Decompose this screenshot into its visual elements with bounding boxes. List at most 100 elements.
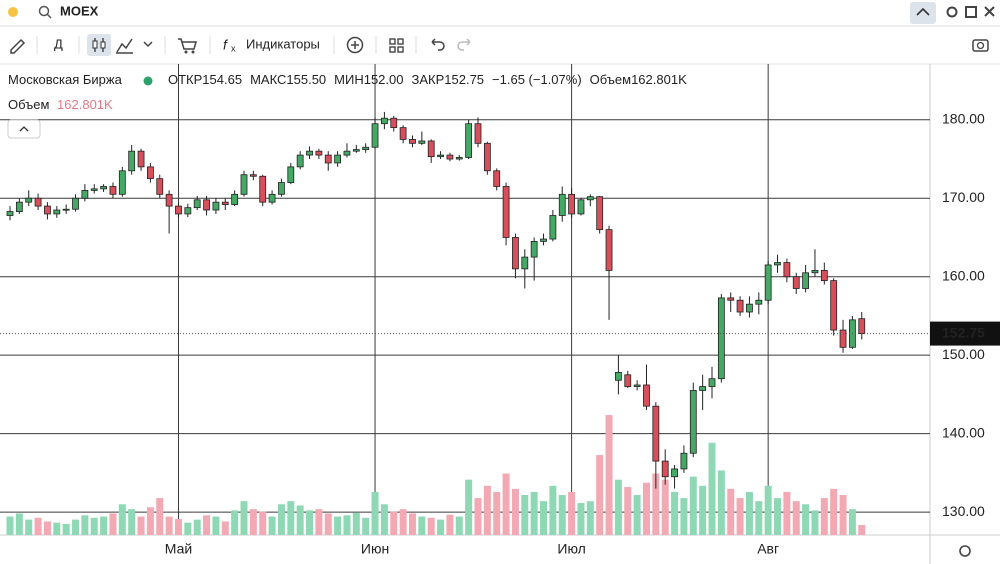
candle-body: [268, 193, 276, 203]
candle-body: [708, 378, 716, 387]
candle-body: [717, 297, 725, 380]
volume-bar: [156, 498, 164, 535]
candle-body: [652, 405, 660, 462]
volume-bar: [699, 485, 707, 535]
volume-bar: [43, 521, 51, 535]
candle-body: [109, 186, 117, 195]
volume-bar: [661, 479, 669, 535]
volume-bar: [540, 501, 548, 535]
volume-bar: [109, 513, 117, 535]
volume-bar: [371, 491, 379, 535]
candle-body: [380, 117, 388, 125]
layout-button[interactable]: [389, 38, 404, 53]
volume-bar: [118, 504, 126, 535]
candle-type-button[interactable]: [87, 34, 111, 56]
volume-bar: [764, 485, 772, 535]
candle-body: [465, 123, 473, 158]
fx-icon: f: [223, 37, 229, 53]
volume-bar: [577, 503, 585, 535]
candle-body: [474, 123, 482, 144]
volume-bar: [100, 516, 108, 535]
draw-tool[interactable]: [10, 38, 26, 54]
maximize-button[interactable]: [965, 6, 977, 18]
interval-button[interactable]: Д: [54, 36, 63, 51]
candle-body: [72, 197, 79, 210]
volume-bar: [306, 510, 314, 535]
collapse-icon: [916, 7, 930, 16]
legend-value: 155.50: [286, 72, 326, 87]
volume-bar: [671, 491, 679, 535]
volume-bar: [34, 517, 42, 535]
undo-button[interactable]: [431, 38, 445, 51]
last-price-label: 152.75: [942, 324, 985, 340]
candle-body: [755, 299, 763, 305]
candle-body: [521, 256, 529, 270]
volume-bar: [437, 519, 445, 535]
candle-body: [352, 149, 360, 152]
candle-body: [62, 208, 70, 211]
volume-bar: [137, 516, 145, 535]
status-dot: [8, 7, 18, 17]
screenshot-button[interactable]: [972, 39, 989, 52]
volume-bar: [15, 513, 23, 535]
search-icon: [46, 13, 52, 19]
volume-bar: [558, 495, 566, 535]
volume-bar: [689, 476, 697, 535]
search-icon[interactable]: [38, 5, 50, 17]
search-text[interactable]: MOEX: [60, 3, 99, 18]
indicators-button[interactable]: Индикаторы: [246, 36, 320, 51]
x-tick-label: Июл: [557, 541, 585, 557]
area-type-button[interactable]: [116, 38, 133, 54]
fx-icon: x: [231, 43, 236, 53]
candle-body: [203, 199, 210, 211]
volume-bar: [530, 491, 538, 535]
candle-body: [802, 272, 809, 289]
volume-bar: [287, 501, 295, 535]
candle-body: [455, 157, 463, 160]
volume-bar: [493, 491, 501, 535]
close-button[interactable]: [984, 6, 995, 17]
candle-icon: [92, 40, 98, 49]
legend-value: 152.75: [444, 72, 484, 87]
candle-body: [240, 174, 248, 195]
candle-body: [811, 270, 819, 274]
candle-body: [418, 140, 426, 144]
x-tick-label: Авг: [757, 541, 779, 557]
legend: Московская Биржа: [8, 72, 123, 87]
cart-button[interactable]: [178, 38, 197, 50]
volume-bar: [418, 516, 426, 535]
collapse-legend-button[interactable]: [7, 119, 41, 139]
volume-bar: [502, 473, 510, 535]
candle-body: [661, 460, 669, 478]
volume-bar: [334, 516, 342, 535]
legend-value: 152.00: [364, 72, 404, 87]
candle-body: [193, 199, 201, 209]
candle-body: [446, 154, 454, 160]
volume-bar: [521, 495, 529, 535]
candle-body: [680, 452, 688, 470]
collapse-button[interactable]: [910, 2, 936, 24]
add-button[interactable]: [346, 36, 364, 54]
candle-body: [399, 127, 407, 140]
status-dot: [143, 76, 153, 86]
add-icon: [351, 41, 359, 49]
redo-button[interactable]: [457, 38, 471, 51]
volume-bar: [72, 519, 80, 535]
legend-label: МАКС: [250, 72, 286, 87]
candle-body: [792, 276, 800, 289]
candle-body: [259, 175, 267, 203]
axis-settings-button[interactable]: [959, 545, 971, 557]
candle-body: [231, 193, 239, 205]
volume-value: 162.801K: [631, 72, 687, 87]
candle-body: [34, 197, 42, 207]
candle-body: [671, 468, 678, 478]
candle-body: [362, 146, 370, 151]
candle-body: [427, 140, 435, 158]
volume-bar: [586, 501, 594, 535]
candle-body: [839, 329, 847, 348]
change: −1.65 (−1.07%): [492, 72, 582, 87]
x-tick-label: Июн: [361, 541, 389, 557]
volume-bar: [446, 514, 454, 535]
chart-type-dropdown[interactable]: [143, 41, 153, 48]
settings-button[interactable]: [946, 6, 958, 18]
